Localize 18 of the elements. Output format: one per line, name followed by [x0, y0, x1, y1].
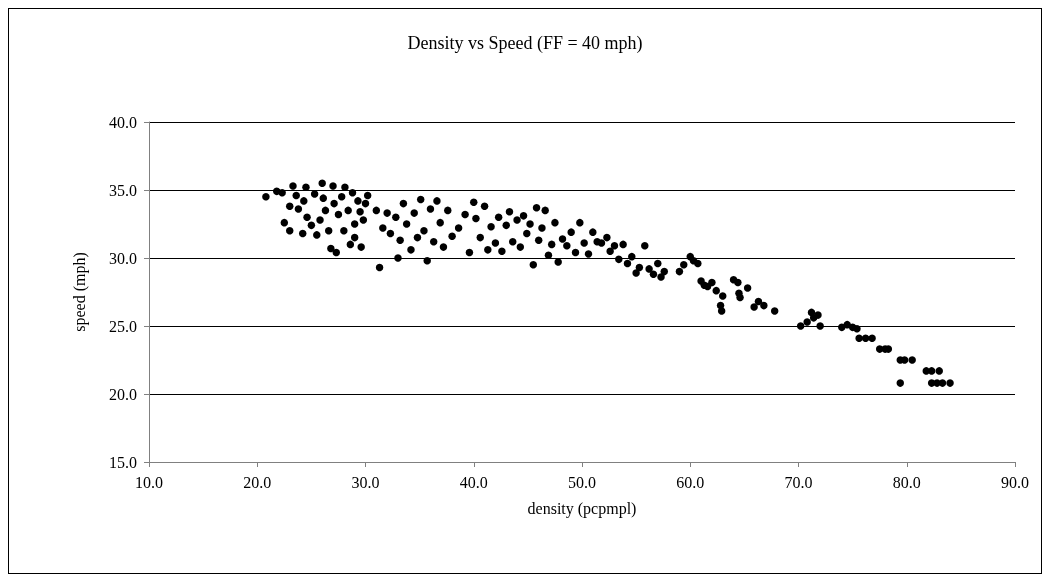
y-tick-label: 35.0 [109, 181, 137, 199]
x-tick-label: 20.0 [243, 473, 272, 491]
x-tick-label: 30.0 [351, 473, 380, 491]
x-tick-label: 40.0 [459, 473, 488, 491]
x-tick-label: 60.0 [676, 473, 705, 491]
y-tick-label: 30.0 [109, 249, 137, 267]
y-tick-label: 15.0 [109, 453, 137, 471]
x-tick-label: 50.0 [568, 473, 596, 491]
x-tick-label: 90.0 [1001, 473, 1029, 491]
y-tick-label: 20.0 [109, 385, 137, 403]
x-tick-label: 70.0 [784, 473, 813, 491]
y-axis-title: speed (mph) [70, 252, 89, 332]
chart-title: Density vs Speed (FF = 40 mph) [407, 33, 643, 54]
y-tick-label: 25.0 [109, 317, 137, 335]
x-axis-title: density (pcpmpl) [527, 499, 637, 518]
x-tick-label: 10.0 [135, 473, 163, 491]
x-tick-label: 80.0 [892, 473, 921, 491]
y-tick-label: 40.0 [109, 113, 137, 131]
